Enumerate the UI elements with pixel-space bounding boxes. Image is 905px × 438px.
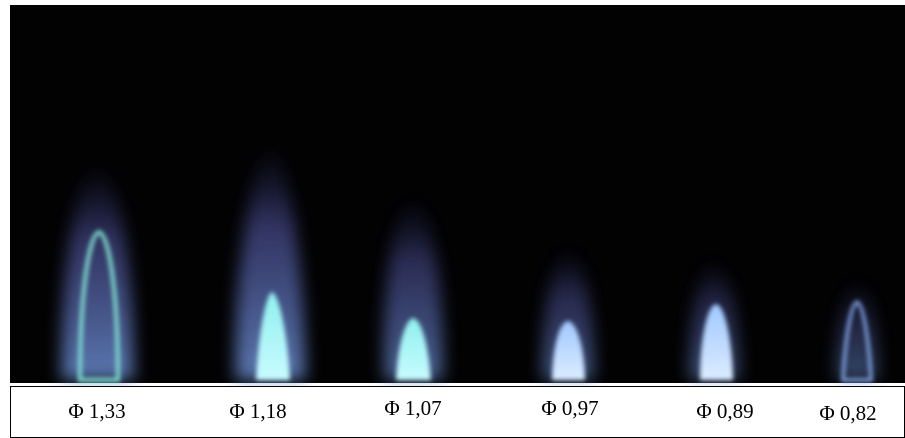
flame-label: Φ 0,82 — [819, 401, 876, 425]
photo — [10, 5, 905, 383]
flame-label: Φ 0,97 — [541, 396, 598, 420]
flame-label: Φ 1,18 — [229, 399, 286, 423]
flames — [61, 145, 878, 382]
flame-label: Φ 1,33 — [68, 399, 125, 423]
flame-label: Φ 0,89 — [696, 399, 753, 423]
flame-label: Φ 1,07 — [384, 396, 441, 420]
labels: Φ 1,33 Φ 1,18 Φ 1,07 Φ 0,97 Φ 0,89 Φ 0,82 — [68, 396, 876, 425]
label-row — [10, 386, 905, 438]
